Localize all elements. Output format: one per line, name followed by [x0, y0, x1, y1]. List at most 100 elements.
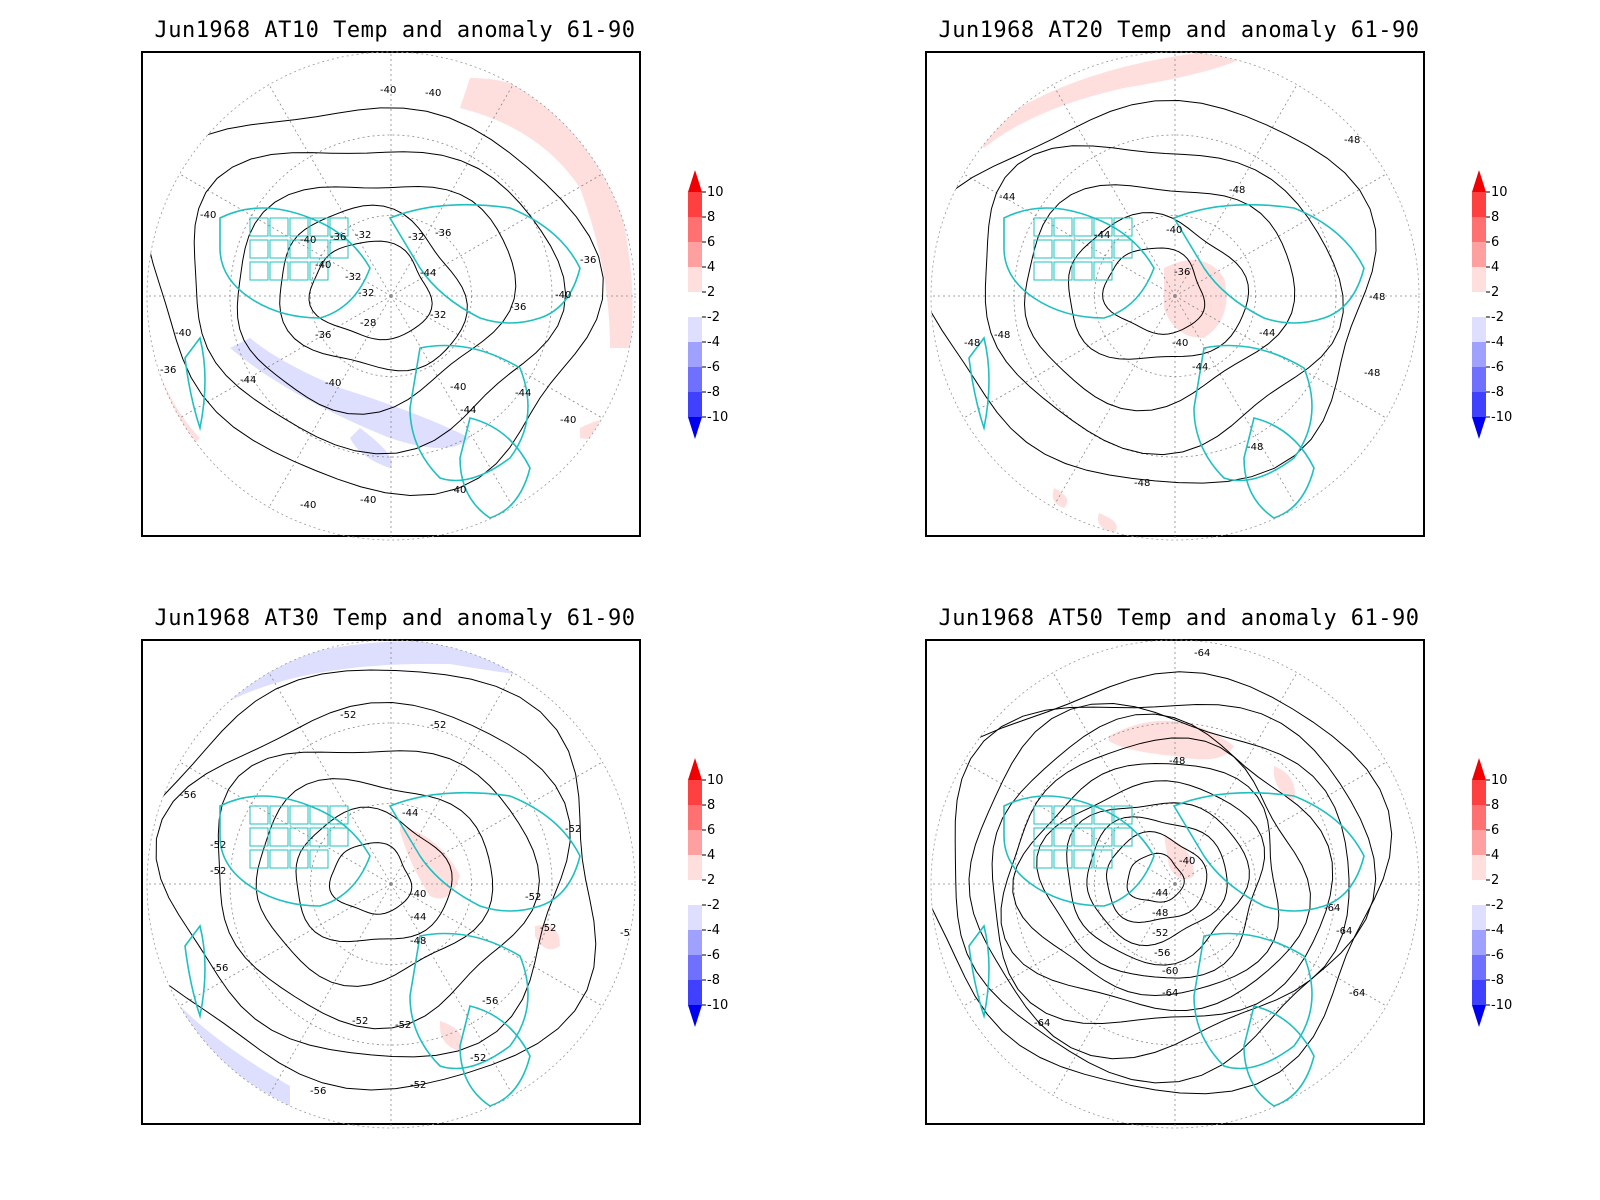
- panel-at30: Jun1968 AT30 Temp and anomaly 61-90 -52-…: [140, 606, 900, 1186]
- state-border: [1113, 217, 1133, 237]
- colorbar-segment: [1472, 342, 1486, 367]
- contour-label: -44: [460, 405, 476, 416]
- contour-label: -40: [425, 88, 441, 99]
- colorbar-tick-label: 10: [707, 185, 724, 200]
- colorbar-tick-label: -10: [707, 998, 728, 1013]
- coastline: [184, 924, 206, 1020]
- contour-line: [1086, 816, 1228, 947]
- meridian-line: [963, 883, 1176, 1007]
- colorbar-segment: [1472, 930, 1486, 955]
- coastline: [219, 207, 371, 319]
- colorbar-tick-label: 4: [707, 848, 715, 863]
- state-border: [1073, 217, 1093, 237]
- contour-label: -48: [994, 330, 1010, 341]
- panel-at20: Jun1968 AT20 Temp and anomaly 61-90 -48-…: [924, 18, 1600, 598]
- contour-label: -44: [515, 388, 531, 399]
- colorbar-tick-label: -8: [1491, 973, 1504, 988]
- contour-line: [1102, 247, 1206, 335]
- map-boundary: [146, 51, 636, 541]
- colorbar-tick-label: 2: [1491, 873, 1499, 888]
- colorbar-tick-label: -2: [707, 310, 720, 325]
- contour-label: -48: [1369, 292, 1385, 303]
- contour-label: -36: [1174, 267, 1190, 278]
- colorbar-segment: [1472, 192, 1486, 217]
- contour-label: -48: [1364, 368, 1380, 379]
- colorbar-tick-label: -6: [707, 948, 720, 963]
- state-border: [269, 827, 289, 847]
- colorbar-tick-label: 6: [707, 235, 715, 250]
- coastline: [1193, 344, 1313, 482]
- colorbar-tick-label: 4: [707, 260, 715, 275]
- anomaly-region: [350, 428, 392, 468]
- contour-line: [1105, 830, 1208, 924]
- colorbar-segment: [688, 780, 702, 805]
- colorbar-segment: [1472, 292, 1486, 317]
- contour-label: -52: [395, 1020, 411, 1031]
- colorbar-tick-label: -4: [707, 335, 720, 350]
- coastline: [459, 417, 531, 519]
- contour-line: [1036, 780, 1266, 979]
- contour-label: -48: [1134, 478, 1150, 489]
- contour-label: -40: [560, 415, 576, 426]
- colorbar-tick-label: 6: [707, 823, 715, 838]
- colorbar-segment: [688, 217, 702, 242]
- contour-label: -32: [408, 232, 424, 243]
- state-border: [1073, 239, 1093, 259]
- colorbar-tick-label: -10: [1491, 410, 1512, 425]
- colorbar-segment: [688, 905, 702, 930]
- contour-label: -64: [1349, 988, 1365, 999]
- state-border: [1033, 261, 1053, 281]
- colorbar-tick-label: -4: [1491, 923, 1504, 938]
- colorbar-segment: [1472, 392, 1486, 417]
- map-svg: -48-44-48-44 -40-36-40-44-48-44-48-48-48-…: [925, 51, 1512, 541]
- contour-label: -40: [555, 290, 571, 301]
- contour-label: -52: [565, 824, 581, 835]
- state-border: [269, 239, 289, 259]
- state-border: [269, 217, 289, 237]
- contour-label: -44: [1192, 362, 1208, 373]
- meridian-line: [963, 173, 1176, 297]
- anomaly-region: [535, 925, 560, 950]
- map-boundary: [930, 51, 1420, 541]
- contour-label: -40: [175, 328, 191, 339]
- coastline: [184, 336, 206, 432]
- colorbar-arrow-top: [1472, 170, 1486, 192]
- colorbar-segment: [688, 342, 702, 367]
- coastline: [388, 791, 581, 912]
- state-border: [1093, 217, 1113, 237]
- colorbar-segment: [1472, 955, 1486, 980]
- colorbar-tick-label: 8: [707, 210, 715, 225]
- state-border: [249, 261, 269, 281]
- colorbar-tick-label: 8: [1491, 798, 1499, 813]
- contour-line: [1023, 184, 1296, 412]
- contour-label: -36: [315, 330, 331, 341]
- contour-line: [193, 151, 567, 455]
- coastline: [1172, 791, 1365, 912]
- contour-label: -56: [310, 1086, 326, 1097]
- contour-label: -52: [340, 710, 356, 721]
- state-border: [1053, 827, 1073, 847]
- contour-label: -48: [410, 936, 426, 947]
- contour-line: [1126, 852, 1185, 903]
- contour-label: -32: [355, 230, 371, 241]
- map-svg: -52-52-56-44-52-52-52-40-44-48-52-52 -56-…: [141, 639, 728, 1129]
- state-border: [309, 827, 329, 847]
- contour-label: -52: [210, 866, 226, 877]
- map-svg: -64-64-48-40-44-48-52-56-60-64-64-64-64-…: [925, 639, 1512, 1129]
- contour-label: -56: [620, 928, 636, 939]
- contour-label: -56: [482, 996, 498, 1007]
- state-border: [1073, 849, 1093, 869]
- colorbar-arrow-bottom: [1472, 417, 1486, 439]
- colorbar-tick-label: 2: [707, 285, 715, 300]
- contour-label: -48: [1169, 756, 1185, 767]
- state-border: [1093, 239, 1113, 259]
- contour-label: -40: [200, 210, 216, 221]
- panel-at50: Jun1968 AT50 Temp and anomaly 61-90 -64-…: [924, 606, 1600, 1186]
- colorbar-segment: [688, 192, 702, 217]
- state-border: [1053, 805, 1073, 825]
- contour-line: [968, 702, 1350, 1060]
- contour-label: -40: [1172, 338, 1188, 349]
- meridian-line: [268, 84, 392, 297]
- meridian-line: [1052, 883, 1176, 1096]
- colorbar-arrow-bottom: [688, 1005, 702, 1027]
